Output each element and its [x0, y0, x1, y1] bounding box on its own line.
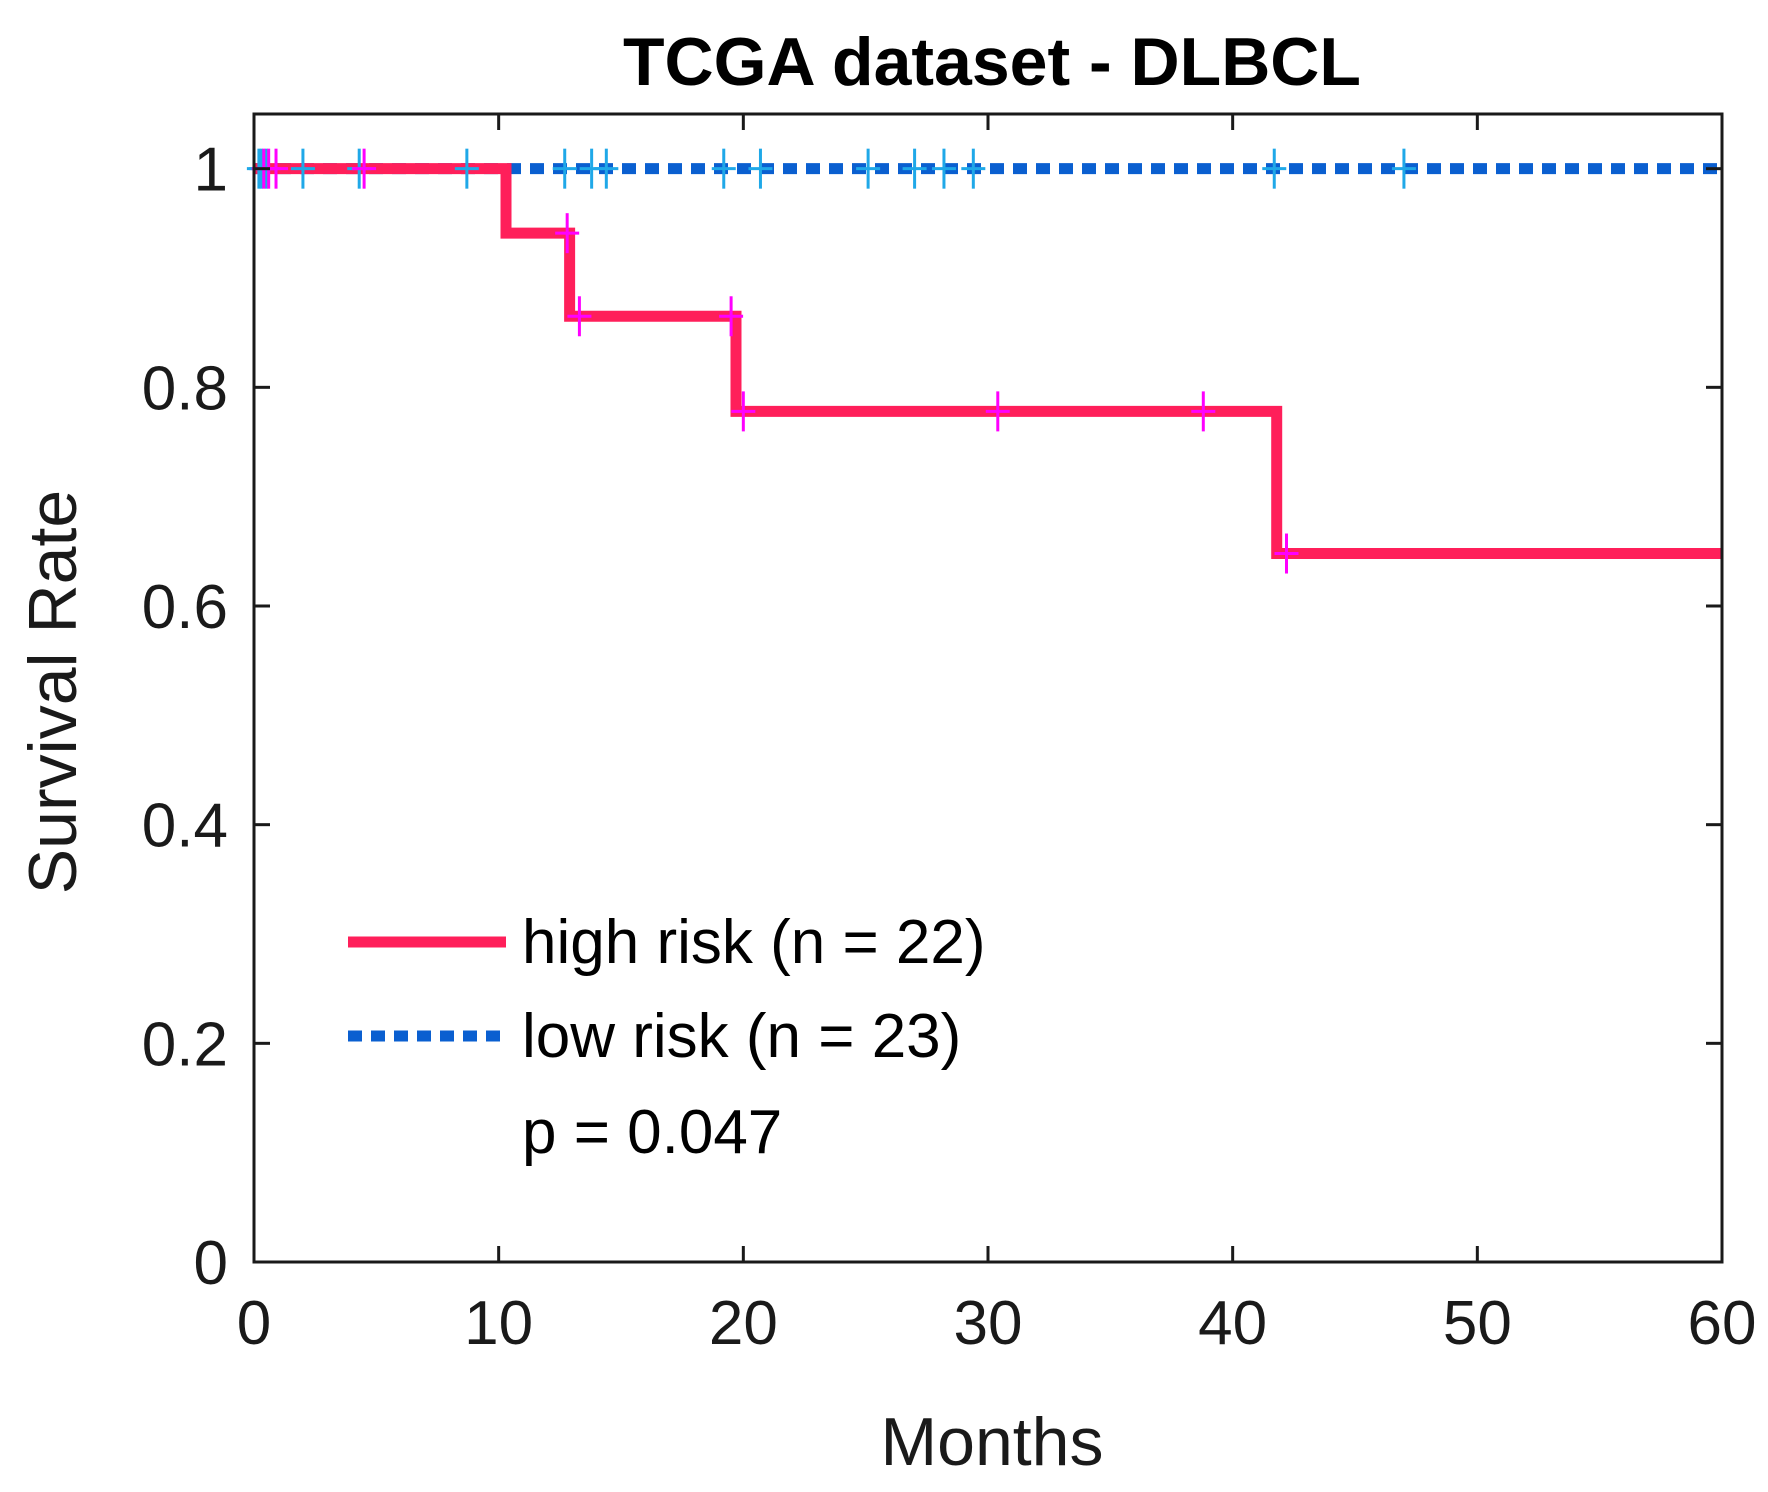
x-axis-label: Months [881, 1404, 1104, 1480]
x-tick-label: 50 [1443, 1289, 1512, 1358]
ticks-layer: 0 10 20 30 40 50 60 0 0.2 0.4 0.6 0.8 1 [142, 114, 1757, 1358]
y-tick-label: 0.8 [142, 354, 228, 423]
y-tick-label: 0 [194, 1229, 228, 1298]
x-tick-label: 40 [1198, 1289, 1267, 1358]
y-axis-label: Survival Rate [15, 490, 91, 894]
high-risk-curve [254, 163, 1722, 560]
y-tick-label: 1 [194, 136, 228, 205]
y-tick-label: 0.6 [142, 573, 228, 642]
legend-label-high-risk: high risk (n = 22) [522, 908, 986, 977]
x-tick-label: 10 [464, 1289, 533, 1358]
x-tick-label: 30 [954, 1289, 1023, 1358]
chart-title: TCGA dataset - DLBCL [623, 24, 1361, 100]
legend: high risk (n = 22) low risk (n = 23) p =… [348, 908, 986, 1167]
y-tick-label: 0.4 [142, 792, 228, 861]
p-value-annotation: p = 0.047 [522, 1098, 782, 1167]
x-tick-label: 60 [1688, 1289, 1757, 1358]
axes-box [252, 112, 1724, 1264]
series-layer [246, 148, 1722, 574]
y-tick-label: 0.2 [142, 1010, 228, 1079]
x-tick-label: 20 [709, 1289, 778, 1358]
legend-label-low-risk: low risk (n = 23) [522, 1002, 961, 1071]
x-tick-label: 0 [237, 1289, 271, 1358]
